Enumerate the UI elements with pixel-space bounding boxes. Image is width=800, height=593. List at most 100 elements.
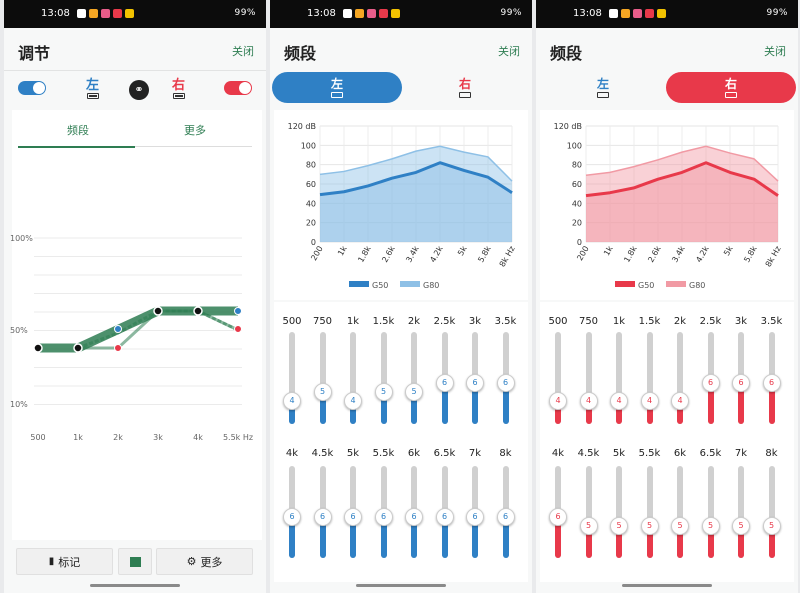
band-slider-fill — [380, 516, 387, 558]
ear-left-selected[interactable]: 左 — [272, 72, 402, 103]
band-slider-track[interactable] — [289, 332, 295, 424]
band-slider-knob[interactable]: 5 — [732, 517, 750, 535]
band-slider-track[interactable] — [768, 466, 775, 558]
band-slider-track[interactable] — [380, 332, 387, 424]
right-toggle[interactable] — [224, 81, 252, 95]
band-label: 4.5k — [311, 448, 334, 459]
close-button[interactable]: 关闭 — [498, 45, 520, 58]
y-tick-label: 40 — [572, 199, 582, 208]
band-slider-track[interactable] — [585, 332, 592, 424]
band-slider-knob[interactable]: 5 — [405, 383, 423, 401]
band-slider-track[interactable] — [616, 332, 622, 424]
band-slider-track[interactable] — [411, 332, 417, 424]
band-slider-fill — [472, 516, 478, 558]
left-toggle[interactable] — [18, 81, 46, 95]
band-slider-knob[interactable]: 6 — [466, 373, 484, 392]
band-slider-knob[interactable]: 6 — [701, 373, 720, 392]
x-tick-label: 2.6k — [646, 244, 663, 264]
y-tick-label: 100 — [301, 141, 316, 150]
band-slider-knob[interactable]: 5 — [374, 383, 393, 401]
battery-icon — [597, 92, 609, 98]
band-slider-fill — [319, 392, 326, 424]
band-sliders: 500 4 750 5 1k 4 1.5k 5 2k 5 2.5k 6 3k 6 3.5k 6 4k 6 4.5k 6… — [274, 302, 528, 582]
band-slider-knob[interactable]: 6 — [496, 373, 515, 392]
band-slider-track[interactable] — [677, 466, 683, 558]
legend-swatch-g50 — [349, 281, 369, 287]
band-slider-knob[interactable]: 4 — [671, 392, 689, 411]
band-slider-knob[interactable]: 4 — [579, 392, 598, 411]
band-slider-knob[interactable]: 6 — [374, 507, 393, 526]
tab-more[interactable]: 更多 — [184, 124, 206, 137]
book-button[interactable] — [118, 548, 152, 575]
band-slider-knob[interactable]: 5 — [640, 517, 659, 535]
x-tick-label: 3.4k — [404, 244, 421, 264]
band-label: 500 — [548, 316, 568, 327]
band-slider-knob[interactable]: 4 — [283, 392, 301, 411]
band-slider-track[interactable] — [319, 332, 326, 424]
band-slider-knob[interactable]: 5 — [701, 517, 720, 535]
band-slider-knob[interactable]: 6 — [732, 373, 750, 392]
legend-g50: G50 — [638, 281, 654, 290]
band-slider-knob[interactable]: 6 — [344, 507, 362, 526]
band-slider-knob[interactable]: 4 — [640, 392, 659, 411]
band-slider-track[interactable] — [707, 466, 714, 558]
more-button[interactable]: ⚙ 更多 — [156, 548, 253, 575]
band-slider-track[interactable] — [585, 466, 592, 558]
battery-text: 99% — [500, 8, 522, 18]
band-slider-fill — [441, 516, 448, 558]
band-slider-track[interactable] — [646, 466, 653, 558]
band-slider-knob[interactable]: 6 — [466, 507, 484, 526]
battery-icon — [725, 92, 737, 98]
close-button[interactable]: 关闭 — [764, 45, 786, 58]
band-slider-track[interactable] — [738, 466, 744, 558]
band-slider-knob[interactable]: 6 — [283, 507, 301, 526]
band-slider-track[interactable] — [616, 466, 622, 558]
band-slider-knob[interactable]: 4 — [549, 392, 567, 411]
band-slider-track[interactable] — [350, 332, 356, 424]
curve-point — [153, 306, 163, 316]
ear-right-selected[interactable]: 右 — [666, 72, 796, 103]
band-slider-track[interactable] — [677, 332, 683, 424]
band-slider-knob[interactable]: 5 — [610, 517, 628, 535]
tab-bands[interactable]: 频段 — [67, 124, 89, 137]
band-slider-fill — [502, 516, 509, 558]
band-slider-knob[interactable]: 5 — [671, 517, 689, 535]
band-label: 3.5k — [494, 316, 517, 327]
tab-underline — [18, 146, 135, 148]
band-slider-knob[interactable]: 6 — [762, 373, 781, 392]
band-label: 5.5k — [372, 448, 395, 459]
band-slider-track[interactable] — [646, 332, 653, 424]
band-slider-knob[interactable]: 6 — [405, 507, 423, 526]
y-tick-label: 100 — [567, 141, 582, 150]
band-slider-track[interactable] — [555, 332, 561, 424]
band-slider-knob[interactable]: 4 — [344, 392, 362, 411]
header: 调节 关闭 — [4, 28, 266, 70]
band-slider-knob[interactable]: 5 — [313, 383, 332, 401]
seg-right-label: 右 — [458, 77, 471, 91]
band-slider-knob[interactable]: 6 — [313, 507, 332, 526]
band-slider-knob[interactable]: 6 — [435, 373, 454, 392]
battery-text: 99% — [234, 8, 256, 18]
legend-swatch-g50 — [615, 281, 635, 287]
band-label: 8k — [765, 448, 778, 459]
book-icon — [129, 556, 141, 567]
band-slider-fill — [289, 516, 295, 558]
close-button[interactable]: 关闭 — [232, 45, 254, 58]
ear-right[interactable]: 右 — [400, 72, 530, 103]
y-tick-label: 50% — [10, 326, 28, 335]
band-slider-knob[interactable]: 5 — [762, 517, 781, 535]
band-slider-fill — [677, 401, 683, 424]
band-label: 1.5k — [372, 316, 395, 327]
mark-button[interactable]: ▮ 标记 — [16, 548, 113, 575]
link-icon[interactable]: ⚭ — [129, 80, 149, 100]
x-tick-label: 5.8k — [742, 244, 759, 264]
band-slider-fill — [411, 516, 417, 558]
band-slider-fill — [738, 526, 744, 558]
band-slider-knob[interactable]: 6 — [549, 507, 567, 526]
band-slider-knob[interactable]: 4 — [610, 392, 628, 411]
band-slider-knob[interactable]: 6 — [496, 507, 515, 526]
band-slider-knob[interactable]: 6 — [435, 507, 454, 526]
ear-left[interactable]: 左 — [538, 72, 668, 103]
band-slider-knob[interactable]: 5 — [579, 517, 598, 535]
status-bar: 13:08 99% — [4, 0, 266, 28]
